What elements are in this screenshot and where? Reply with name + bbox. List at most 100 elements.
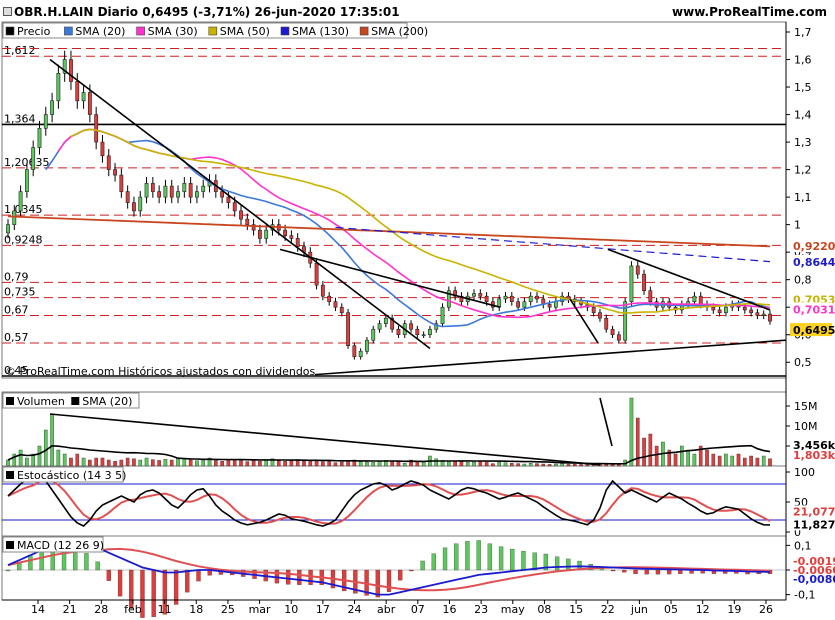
volume-bar (535, 463, 539, 467)
legend-swatch (64, 26, 73, 36)
macd-hist-bar (678, 569, 683, 574)
volume-bar (264, 459, 268, 467)
volume-bar (491, 463, 495, 467)
macd-tag: -0,0060 (793, 564, 835, 577)
candle-down (535, 295, 539, 300)
candle-down (604, 317, 609, 330)
price-tag-bg (790, 239, 832, 253)
x-tick-label: 24 (348, 603, 362, 616)
level-label: 1,612 (4, 44, 36, 57)
candle-down (251, 224, 256, 231)
candle-up (163, 185, 168, 198)
macd-tag-bg (790, 565, 834, 575)
x-tick-label: 28 (94, 603, 108, 616)
macd-tick-label: 0,1 (794, 539, 812, 552)
volume-bar (195, 460, 199, 467)
stoch-tag: 21,077 (793, 505, 835, 518)
macd-hist-bar (285, 569, 291, 585)
stoch-legend-box (2, 466, 124, 483)
candle-up (43, 114, 48, 129)
trend-line (49, 58, 431, 350)
volume-bar (214, 460, 218, 467)
macd-hist-bar (644, 569, 649, 575)
candle-up (446, 290, 451, 308)
candle-up (377, 323, 382, 330)
volume-bar (25, 457, 29, 467)
volume-bar (132, 458, 136, 467)
legend-label: SMA (30) (148, 25, 198, 38)
level-label: 0,735 (4, 286, 36, 299)
macd-hist-bar (297, 569, 302, 585)
macd-hist-bar (566, 558, 571, 571)
candle-down (415, 328, 420, 336)
macd-hist-bar (398, 569, 403, 581)
candle-down (169, 185, 174, 198)
volume-bar (176, 457, 180, 467)
stoch-k-line (7, 475, 771, 527)
volume-bar (31, 453, 35, 467)
legend-swatch (136, 26, 145, 36)
x-tick-label: may (501, 603, 525, 616)
x-tick-label: 15 (569, 603, 583, 616)
volume-bar (365, 461, 369, 467)
candle-down (258, 229, 262, 239)
zoom-icon[interactable] (3, 7, 12, 16)
candle-down (245, 218, 250, 225)
stoch-signal-line (7, 478, 771, 525)
volume-trend-line (599, 397, 613, 447)
volume-bar (339, 461, 344, 467)
volume-bar (18, 449, 23, 467)
candle-down (642, 273, 646, 291)
x-tick-label: 05 (664, 603, 678, 616)
candle-up (50, 100, 54, 115)
volume-bar (497, 461, 502, 467)
legend-swatch (71, 397, 80, 405)
candle-down (119, 174, 124, 192)
legend-swatch (280, 26, 290, 36)
volume-bar (465, 462, 470, 467)
chart-title: OBR.H.LAIN Diario 0,6495 (-3,71%) 26-jun… (14, 5, 400, 19)
volume-bar (768, 458, 772, 467)
candle-up (182, 183, 187, 192)
candle-down (132, 202, 136, 212)
volume-bar (169, 459, 174, 467)
candle-down (75, 81, 80, 102)
legend-label: SMA (20) (82, 395, 132, 408)
price-tick-label: 1,4 (794, 109, 812, 122)
candle-down (352, 345, 357, 358)
volume-bar (75, 453, 80, 467)
candle-up (472, 293, 476, 297)
candle-up (195, 191, 199, 198)
legend-swatch (208, 26, 218, 36)
volume-bar (56, 449, 61, 467)
volume-bar (447, 461, 451, 467)
x-tick-label: 22 (601, 603, 615, 616)
x-tick-label: 11 (158, 603, 172, 616)
vol-tag-bg (790, 450, 832, 461)
candle-up (81, 92, 86, 102)
price-tick-label: 1,5 (794, 81, 812, 94)
x-tick-label: 17 (316, 603, 330, 616)
stoch-tick-label: 0 (794, 526, 801, 539)
macd-hist-bar (633, 569, 638, 575)
candle-down (188, 183, 193, 198)
volume-bar (409, 459, 413, 467)
macd-hist-bar (106, 569, 112, 581)
macd-signal-line (7, 547, 771, 592)
candle-up (421, 334, 426, 337)
legend-label: SMA (20) (75, 25, 125, 38)
candle-down (220, 191, 225, 198)
site-url[interactable]: www.ProRealTime.com (672, 5, 827, 19)
volume-tag: 1,803k (793, 449, 835, 462)
x-tick-label: 07 (411, 603, 425, 616)
legend-swatch (6, 471, 14, 479)
legend-swatch (359, 26, 369, 36)
x-tick-label: abr (377, 603, 396, 616)
volume-legend: Volumen SMA (20) (2, 392, 140, 409)
candle-down (396, 328, 401, 336)
volume-bar (736, 453, 741, 467)
macd-hist-bar (442, 547, 448, 571)
sma130-line (335, 226, 771, 263)
candle-down (100, 141, 105, 157)
